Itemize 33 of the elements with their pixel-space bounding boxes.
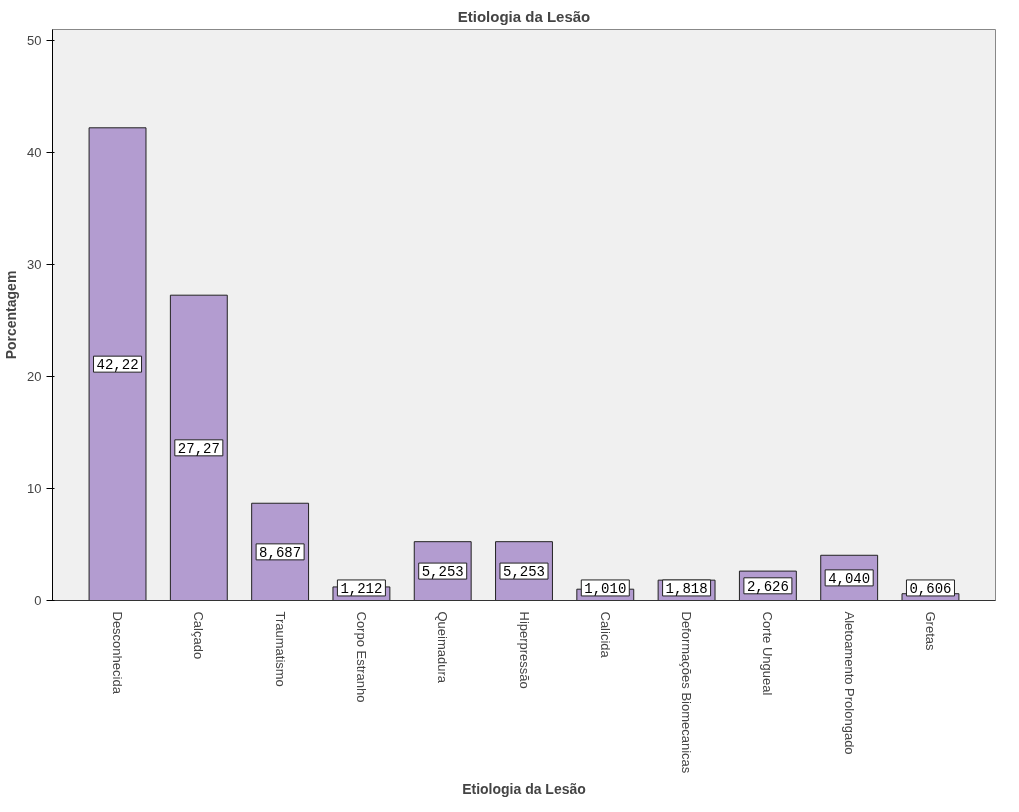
data-label: 5,253 bbox=[503, 564, 546, 581]
chart-title: Etiologia da Lesão bbox=[457, 7, 591, 25]
bar bbox=[88, 127, 147, 601]
x-tick-label: Calicida bbox=[597, 611, 613, 659]
x-tick-label: Calçado bbox=[191, 611, 207, 660]
data-label: 42,22 bbox=[96, 357, 139, 374]
data-label: 8,687 bbox=[259, 544, 302, 561]
bar bbox=[169, 294, 228, 601]
y-tick-label: 10 bbox=[27, 481, 42, 497]
x-tick-label: Aletoamento Prolongado bbox=[841, 611, 857, 755]
data-label: 27,27 bbox=[177, 440, 220, 457]
data-label: 1,010 bbox=[584, 580, 627, 597]
x-tick-label: Corpo Estranho bbox=[353, 611, 369, 703]
x-tick-label: Queimadura bbox=[435, 611, 451, 684]
y-tick-label: 30 bbox=[27, 257, 42, 273]
y-tick-label: 40 bbox=[27, 145, 42, 161]
y-tick-label: 20 bbox=[27, 369, 42, 385]
data-label: 1,212 bbox=[340, 580, 383, 597]
x-tick-label: Deformações Biomecanicas bbox=[679, 611, 695, 774]
data-label: 1,818 bbox=[665, 580, 708, 597]
x-axis-title: Etiologia da Lesão bbox=[462, 781, 586, 798]
data-label: 4,040 bbox=[828, 570, 871, 587]
data-label: 5,253 bbox=[421, 564, 464, 581]
data-label: 0,606 bbox=[909, 580, 952, 597]
x-tick-label: Hiperpressão bbox=[516, 611, 532, 689]
x-tick-label: Gretas bbox=[922, 611, 938, 652]
x-tick-label: Desconhecida bbox=[110, 611, 126, 695]
y-tick-label: 0 bbox=[34, 593, 42, 608]
y-tick-label: 50 bbox=[27, 33, 42, 49]
x-tick-label: Corte Ungueal bbox=[760, 611, 776, 696]
x-tick-label: Traumatismo bbox=[272, 611, 288, 687]
data-label: 2,626 bbox=[746, 578, 789, 595]
y-axis-title: Porcentagem bbox=[3, 270, 20, 360]
